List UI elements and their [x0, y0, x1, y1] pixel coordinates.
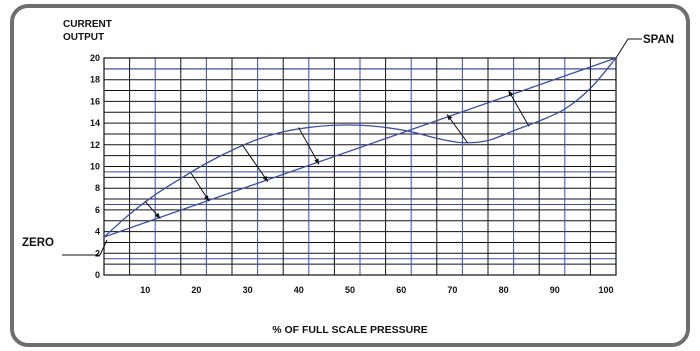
x-tick-label: 40 [294, 285, 304, 295]
deviation-arrow-head [154, 212, 161, 219]
zero-label: ZERO [22, 237, 54, 249]
x-tick-label: 90 [550, 285, 560, 295]
y-tick-label: 20 [90, 53, 100, 63]
x-axis-title: % OF FULL SCALE PRESSURE [272, 324, 428, 336]
x-tick-labels: 10 20 30 40 50 60 70 80 90 100 [140, 285, 613, 295]
y-tick-label: 0 [95, 270, 100, 280]
deviation-arrows [144, 90, 530, 219]
deviation-arrow-line [508, 90, 530, 127]
deviation-arrow-line [241, 144, 269, 182]
deviation-arrow-head [447, 114, 453, 121]
y-tick-label: 16 [90, 96, 100, 106]
ylabel-line-1: CURRENT [63, 19, 112, 30]
deviation-arrow-line [298, 127, 320, 165]
grid [103, 57, 617, 276]
y-tick-label: 6 [95, 205, 100, 215]
series-lines [103, 57, 617, 238]
ideal-linear-line [103, 57, 617, 238]
x-tick-label: 20 [191, 285, 201, 295]
x-tick-label: 100 [598, 285, 613, 295]
x-tick-label: 10 [140, 285, 150, 295]
y-tick-label: 8 [95, 183, 100, 193]
ylabel-line-2: OUTPUT [63, 32, 104, 43]
deviation-arrow-line [190, 172, 210, 202]
zero-leader-diagonal [99, 239, 108, 256]
plot-border [103, 57, 617, 276]
x-tick-label: 80 [499, 285, 509, 295]
span-leader-diagonal [615, 38, 629, 59]
y-tick-label: 18 [90, 75, 100, 85]
x-tick-label: 50 [345, 285, 355, 295]
deviation-arrow-head [204, 195, 209, 202]
x-tick-label: 30 [243, 285, 253, 295]
actual-response-curve [103, 57, 617, 238]
span-label: SPAN [643, 34, 674, 46]
y-tick-label: 14 [90, 118, 100, 128]
y-tick-label: 10 [90, 162, 100, 172]
y-tick-label: 2 [95, 248, 100, 258]
deviation-arrow-head [262, 175, 268, 182]
x-tick-label: 70 [447, 285, 457, 295]
y-tick-label: 4 [95, 227, 100, 237]
y-tick-label: 12 [90, 140, 100, 150]
x-tick-label: 60 [396, 285, 406, 295]
deviation-arrow-line [446, 114, 468, 143]
y-tick-labels: 0 2 4 6 8 10 12 14 16 18 20 [90, 53, 100, 280]
deviation-arrow-head [508, 90, 514, 97]
deviation-arrow-head [314, 158, 320, 165]
